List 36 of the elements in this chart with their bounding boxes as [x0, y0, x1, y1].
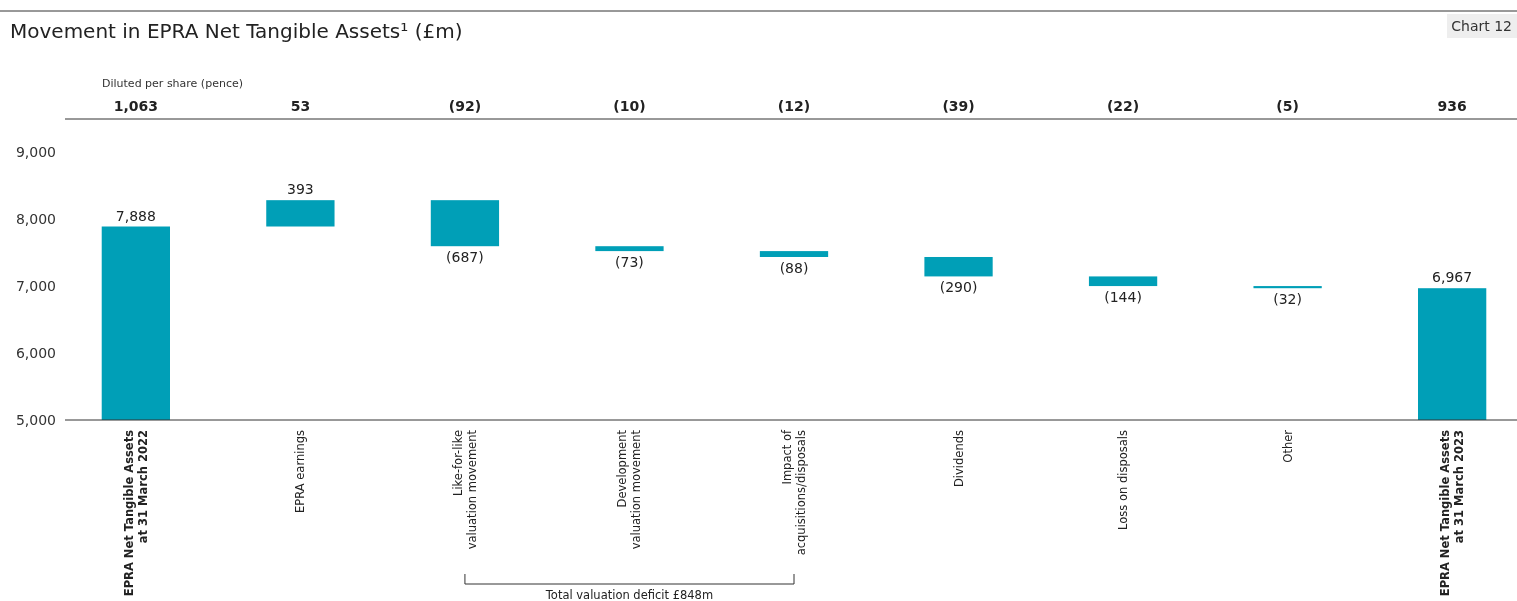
data-label: (144) [1104, 289, 1142, 306]
x-tick-label: EPRA Net Tangible Assets at 31 March 2022 [121, 429, 150, 597]
data-label: 7,888 [115, 207, 156, 224]
x-tick-label: Loss on disposals [1116, 429, 1131, 530]
x-tick-label: Impact of acquisitions/disposals [780, 429, 808, 556]
x-tick-label: Development valuation movement [615, 429, 644, 550]
chart-title: Movement in EPRA Net Tangible Assets¹ (£m) [10, 19, 463, 43]
text: Total valuation deficit £848m [544, 588, 714, 601]
y-tick-label: 7,000 [15, 278, 56, 294]
y-tick-label: 6,000 [15, 345, 56, 361]
data-label: (687) [446, 249, 484, 266]
y-tick-label: 5,000 [15, 412, 56, 428]
x-tick-label: Dividends [951, 430, 966, 488]
text: (12) [777, 98, 811, 114]
text: (22) [1106, 98, 1140, 114]
text: 1,063 [113, 98, 159, 114]
data-label: (88) [779, 259, 809, 276]
text: Diluted per share (pence) [102, 77, 243, 90]
caption: Chart 12 [1451, 18, 1512, 34]
data-label: (290) [939, 279, 978, 296]
x-tick-label: EPRA Net Tangible Assets at 31 March 2023 [1438, 429, 1467, 597]
x-tick-label: Like-for-like valuation movement [450, 429, 479, 550]
x-tick-label: Other [1280, 429, 1295, 463]
data-label: 6,967 [1432, 269, 1473, 286]
y-tick-label: 9,000 [15, 144, 56, 160]
data-label: 393 [287, 181, 314, 198]
x-tick-label: EPRA earnings [293, 430, 308, 513]
text: 53 [290, 98, 311, 114]
text: 936 [1437, 98, 1467, 114]
text: (10) [613, 98, 646, 114]
data-label: (32) [1273, 291, 1302, 308]
text: (5) [1276, 98, 1299, 114]
y-tick-label: 8,000 [15, 211, 56, 227]
text: (39) [942, 98, 975, 114]
text: (92) [448, 98, 482, 114]
data-label: (73) [615, 254, 644, 271]
